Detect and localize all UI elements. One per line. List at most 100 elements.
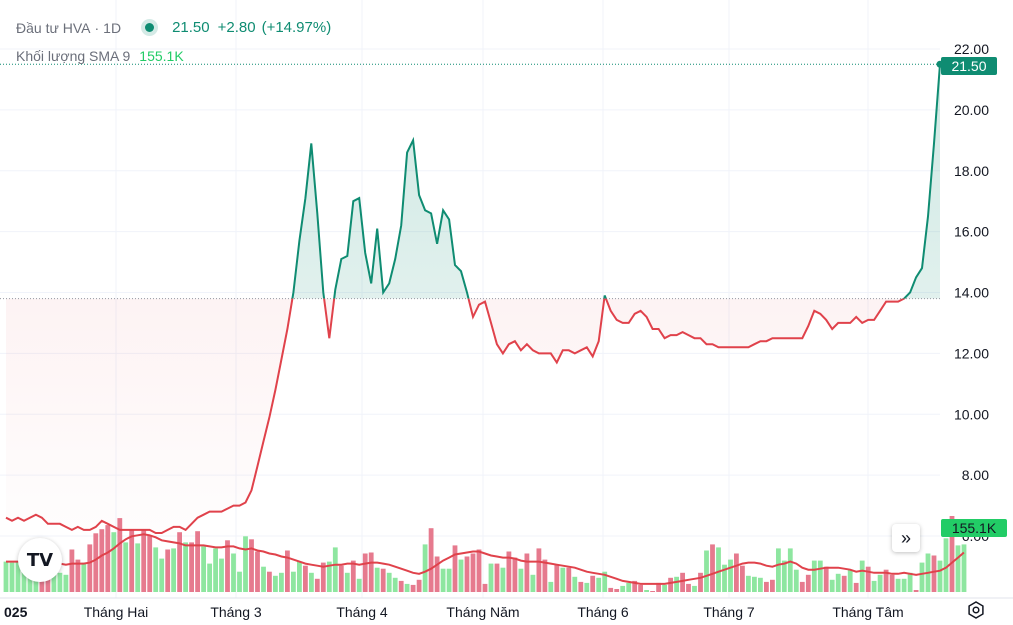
last-price-badge-label: 21.50 (951, 58, 986, 74)
volume-bar (620, 585, 626, 592)
volume-bar (740, 565, 745, 592)
volume-bar (21, 560, 27, 592)
time-axis[interactable]: 025 Tháng Hai Tháng 3 Tháng 4 Tháng Năm Tháng… (4, 604, 904, 620)
volume-bar (171, 548, 176, 592)
volume-bar (314, 578, 320, 592)
volume-bar (135, 543, 141, 592)
volume-bar (81, 562, 87, 592)
volume-sma-line (6, 533, 965, 585)
volume-bar (770, 579, 775, 592)
last-price-badge (941, 57, 997, 75)
price-tick-label: 18.00 (954, 163, 989, 179)
axis-badges: 21.50 155.1K (941, 57, 1007, 537)
volume-bar (374, 567, 380, 592)
volume-badge (941, 519, 1007, 537)
volume-bar (746, 575, 751, 592)
volume-bar (470, 553, 476, 592)
volume-bar (285, 550, 290, 592)
volume-bar (506, 551, 512, 592)
price-axis[interactable]: 22.0020.0018.0016.0014.0012.0010.008.006… (954, 41, 989, 544)
volume-bar (853, 582, 859, 592)
scroll-to-realtime-button[interactable]: » (892, 524, 920, 552)
price-tick-label: 22.00 (954, 41, 989, 57)
volume-bar (560, 567, 566, 592)
volume-bar (123, 542, 129, 592)
area-below-baseline (6, 298, 905, 533)
volume-bar (776, 548, 781, 592)
volume-bar (644, 590, 649, 592)
price-tick-label: 8.00 (962, 467, 989, 483)
volume-bar (578, 581, 584, 592)
volume-legend: Khối lượng SMA 9 155.1K (16, 48, 184, 64)
volume-bar (219, 558, 224, 592)
volume-bar (847, 569, 853, 592)
double-chevron-right-icon: » (900, 527, 911, 548)
volume-bar (710, 544, 715, 592)
volume-bar (883, 569, 889, 592)
volume-bar (153, 547, 159, 592)
volume-bar (404, 583, 410, 592)
volume-bar (99, 529, 105, 592)
last-price: 21.50 (172, 19, 210, 36)
volume-bar (524, 553, 530, 592)
volume-bar (704, 550, 709, 592)
gear-icon (968, 601, 984, 619)
separator-dot: · (94, 19, 100, 36)
volume-bar (87, 544, 93, 592)
volume-bar (566, 567, 572, 592)
volume-bar (279, 572, 284, 592)
volume-bar (105, 525, 111, 592)
volume-bar (500, 567, 506, 592)
volume-indicator-value: 155.1K (139, 48, 184, 64)
price-change: +2.80 (217, 19, 256, 36)
volume-bar (57, 572, 63, 592)
volume-bar (350, 560, 356, 592)
volume-bar (243, 536, 248, 592)
volume-bar (398, 580, 404, 592)
volume-bar (201, 546, 206, 592)
symbol-name[interactable]: Đầu tư HVA (16, 19, 91, 36)
volume-bar (165, 549, 171, 592)
volume-bar (237, 571, 242, 592)
volume-bar (303, 565, 308, 592)
volume-bar (554, 564, 560, 592)
volume-bar (129, 530, 135, 592)
settings-button[interactable] (966, 600, 986, 620)
volume-bar (440, 568, 446, 592)
volume-bar (698, 572, 703, 592)
tradingview-logo[interactable]: TV (18, 538, 62, 582)
volume-bar (602, 571, 608, 592)
interval-label[interactable]: 1D (103, 19, 122, 36)
volume-bar (75, 559, 81, 592)
volume-bar (841, 575, 847, 592)
volume-bar (273, 575, 278, 592)
volume-bar (871, 580, 877, 592)
time-tick-label: Tháng 3 (210, 604, 262, 620)
volume-bar (835, 573, 841, 592)
volume-bar (823, 566, 829, 592)
volume-bar (961, 544, 967, 592)
volume-bar (877, 574, 883, 592)
volume-bar (195, 531, 200, 592)
volume-bar (159, 558, 165, 592)
volume-bar (901, 578, 907, 592)
volume-bar (362, 553, 368, 592)
volume-bar (859, 560, 865, 592)
volume-bar (781, 560, 787, 592)
time-tick-label: Tháng Tâm (832, 604, 903, 620)
volume-bar (590, 575, 596, 592)
volume-bar (680, 572, 685, 592)
volume-bar (386, 572, 392, 592)
volume-bar (326, 561, 332, 592)
volume-sma-path (6, 533, 965, 585)
volume-bar (63, 574, 69, 592)
volume-indicator-label[interactable]: Khối lượng SMA 9 (16, 48, 131, 64)
volume-bar (3, 561, 9, 592)
volume-bar (93, 533, 99, 592)
volume-bar (69, 549, 75, 592)
volume-bar (368, 552, 374, 592)
volume-bar (686, 583, 691, 592)
volume-bar (356, 578, 362, 592)
volume-bar (572, 576, 578, 592)
